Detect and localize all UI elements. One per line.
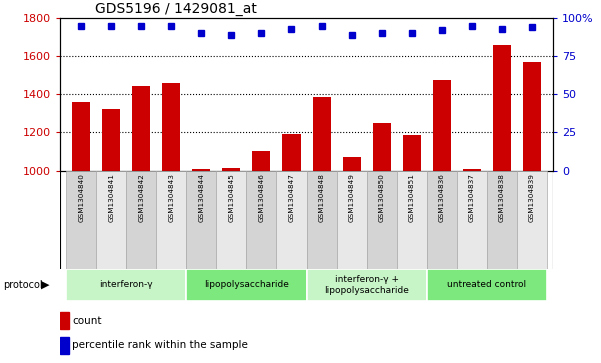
Text: ▶: ▶ bbox=[41, 280, 49, 290]
Text: GSM1304851: GSM1304851 bbox=[409, 174, 415, 223]
Text: GSM1304848: GSM1304848 bbox=[319, 174, 325, 223]
Bar bbox=[66, 171, 96, 269]
Bar bbox=[192, 169, 210, 171]
Bar bbox=[246, 171, 276, 269]
Bar bbox=[126, 171, 156, 269]
Text: interferon-γ +
lipopolysaccharide: interferon-γ + lipopolysaccharide bbox=[324, 275, 409, 295]
Bar bbox=[66, 269, 186, 301]
Bar bbox=[132, 86, 150, 171]
Text: GSM1304846: GSM1304846 bbox=[258, 174, 264, 223]
Text: GSM1304849: GSM1304849 bbox=[349, 174, 355, 223]
Bar bbox=[186, 171, 216, 269]
Bar bbox=[307, 171, 337, 269]
Text: interferon-γ: interferon-γ bbox=[99, 281, 153, 289]
Bar bbox=[433, 80, 451, 171]
Text: lipopolysaccharide: lipopolysaccharide bbox=[204, 281, 289, 289]
Bar bbox=[156, 171, 186, 269]
Bar bbox=[457, 171, 487, 269]
Text: GSM1304842: GSM1304842 bbox=[138, 174, 144, 223]
Bar bbox=[397, 171, 427, 269]
Bar bbox=[186, 269, 307, 301]
Text: GSM1304837: GSM1304837 bbox=[469, 174, 475, 223]
Bar bbox=[60, 337, 69, 354]
Text: count: count bbox=[73, 316, 102, 326]
Text: GSM1304845: GSM1304845 bbox=[228, 174, 234, 223]
Text: GSM1304850: GSM1304850 bbox=[379, 174, 385, 223]
Bar bbox=[282, 134, 300, 171]
Text: GSM1304843: GSM1304843 bbox=[168, 174, 174, 223]
Text: GSM1304844: GSM1304844 bbox=[198, 174, 204, 223]
Bar bbox=[427, 171, 457, 269]
Bar bbox=[427, 269, 547, 301]
Text: percentile rank within the sample: percentile rank within the sample bbox=[73, 340, 248, 350]
Bar bbox=[60, 312, 69, 330]
Text: GSM1304836: GSM1304836 bbox=[439, 174, 445, 223]
Bar bbox=[373, 123, 391, 171]
Text: GSM1304840: GSM1304840 bbox=[78, 174, 84, 223]
Bar bbox=[276, 171, 307, 269]
Text: protocol: protocol bbox=[3, 280, 43, 290]
Bar bbox=[102, 109, 120, 171]
Bar bbox=[313, 97, 331, 171]
Bar bbox=[403, 135, 421, 171]
Bar bbox=[96, 171, 126, 269]
Bar bbox=[222, 168, 240, 171]
Text: GSM1304841: GSM1304841 bbox=[108, 174, 114, 223]
Text: untreated control: untreated control bbox=[447, 281, 526, 289]
Text: GDS5196 / 1429081_at: GDS5196 / 1429081_at bbox=[94, 2, 257, 16]
Bar bbox=[463, 169, 481, 171]
Text: GSM1304838: GSM1304838 bbox=[499, 174, 505, 223]
Bar bbox=[367, 171, 397, 269]
Bar bbox=[343, 157, 361, 171]
Bar bbox=[517, 171, 547, 269]
Text: GSM1304839: GSM1304839 bbox=[529, 174, 535, 223]
Bar bbox=[72, 102, 90, 171]
Bar bbox=[216, 171, 246, 269]
Bar bbox=[523, 62, 541, 171]
Bar bbox=[337, 171, 367, 269]
Bar bbox=[252, 151, 270, 171]
Bar bbox=[493, 45, 511, 171]
Bar bbox=[307, 269, 427, 301]
Text: GSM1304847: GSM1304847 bbox=[288, 174, 294, 223]
Bar bbox=[487, 171, 517, 269]
Bar bbox=[162, 83, 180, 171]
